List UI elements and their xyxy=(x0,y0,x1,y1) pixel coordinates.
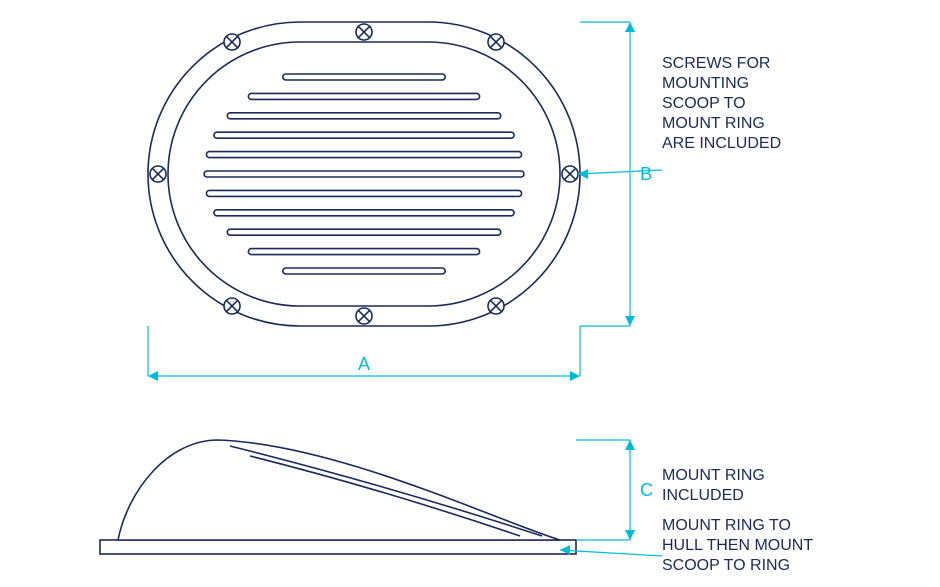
engineering-diagram: A B C SCREWS FOR MOUNTING SCOOP TO MOUNT RING… xyxy=(0,0,940,587)
annotation-line: MOUNT RING xyxy=(662,467,765,484)
annotation-line: INCLUDED xyxy=(662,487,744,504)
annotation-line: SCOOP TO xyxy=(662,95,746,112)
annotation-line: MOUNT RING xyxy=(662,115,765,132)
annotation-line: SCREWS FOR xyxy=(662,55,770,72)
annotation-line: SCOOP TO RING xyxy=(662,557,790,574)
top-view xyxy=(148,22,580,326)
annotation-mount-ring-included: MOUNT RING INCLUDED xyxy=(662,467,765,504)
side-view xyxy=(100,440,576,554)
annotation-line: ARE INCLUDED xyxy=(662,135,781,152)
annotation-mount-ring-to-hull: MOUNT RING TO HULL THEN MOUNT SCOOP TO RIN… xyxy=(560,517,813,574)
annotation-line: MOUNTING xyxy=(662,75,749,92)
annotations: SCREWS FOR MOUNTING SCOOP TO MOUNT RING ARE … xyxy=(560,55,813,574)
dimension-C-label: C xyxy=(640,480,653,500)
dimension-A-label: A xyxy=(358,354,370,374)
annotation-line: HULL THEN MOUNT xyxy=(662,537,813,554)
dimension-B-label: B xyxy=(640,164,652,184)
annotation-screws-note: SCREWS FOR MOUNTING SCOOP TO MOUNT RING ARE … xyxy=(578,55,781,179)
annotation-line: MOUNT RING TO xyxy=(662,517,791,534)
